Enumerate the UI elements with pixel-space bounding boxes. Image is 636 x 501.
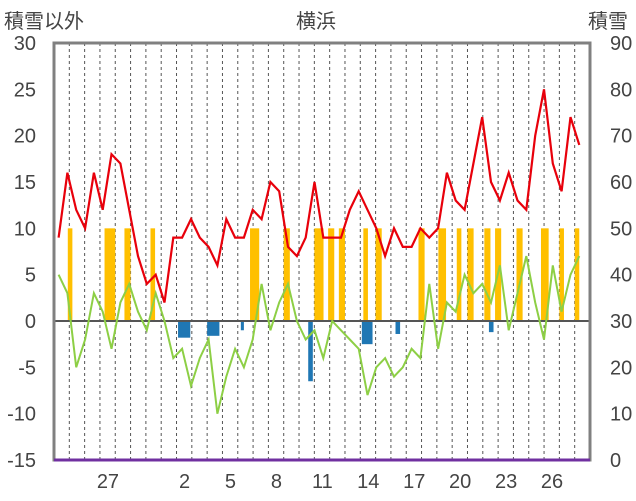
chart-title: 横浜 <box>296 9 336 33</box>
y-left-tick-label: 30 <box>14 33 36 55</box>
y-right-tick-label: 50 <box>610 218 632 240</box>
y-left-tick-label: -15 <box>7 450 36 472</box>
y-right-tick-label: 0 <box>610 450 621 472</box>
snow-bar-yellow <box>283 228 290 321</box>
snow-bar-blue <box>361 321 373 345</box>
x-tick-label: 2 <box>179 471 190 493</box>
y-right-tick-label: 80 <box>610 79 632 101</box>
snow-bar-yellow <box>250 228 260 321</box>
left-axis-title: 積雪以外 <box>4 9 84 33</box>
y-left-tick-label: 0 <box>25 311 36 333</box>
snow-bar-yellow <box>467 228 474 321</box>
x-tick-label: 27 <box>97 471 119 493</box>
snow-bar-yellow <box>104 228 116 321</box>
y-left-tick-label: 20 <box>14 126 36 148</box>
y-left-tick-label: -10 <box>7 404 36 426</box>
snow-bar-blue <box>240 321 244 331</box>
y-right-tick-label: 30 <box>610 311 632 333</box>
snow-bar-yellow <box>328 228 335 321</box>
snow-bar-yellow <box>484 228 491 321</box>
snow-bar-yellow <box>338 228 345 321</box>
x-tick-label: 26 <box>541 471 563 493</box>
right-axis-title: 積雪 <box>588 9 628 33</box>
snow-bar-yellow <box>438 228 447 321</box>
y-left-tick-label: 25 <box>14 79 36 101</box>
snow-bar-yellow <box>418 228 425 321</box>
x-tick-label: 14 <box>357 471 379 493</box>
snow-bar-blue <box>308 321 313 382</box>
snow-bar-yellow <box>375 228 382 321</box>
y-right-tick-label: 70 <box>610 126 632 148</box>
x-tick-label: 17 <box>403 471 425 493</box>
x-tick-label: 5 <box>225 471 236 493</box>
y-right-tick-label: 60 <box>610 172 632 194</box>
x-tick-label: 23 <box>495 471 517 493</box>
snow-bar-yellow <box>150 228 156 321</box>
snow-bar-blue <box>207 321 220 336</box>
snow-bar-yellow <box>574 228 580 321</box>
y-right-tick-label: 20 <box>610 357 632 379</box>
y-left-tick-label: 15 <box>14 172 36 194</box>
y-right-tick-label: 40 <box>610 265 632 287</box>
y-right-tick-label: 10 <box>610 404 632 426</box>
snow-bar-yellow <box>124 228 131 321</box>
x-tick-label: 11 <box>312 471 333 493</box>
x-tick-label: 20 <box>449 471 471 493</box>
snow-bar-blue <box>488 321 494 333</box>
snow-bar-blue <box>178 321 191 338</box>
snow-bar-yellow <box>456 228 462 321</box>
snow-bar-yellow <box>516 228 523 321</box>
series-line-red <box>57 89 581 303</box>
snow-bar-blue <box>395 321 401 334</box>
series-line-green <box>57 255 581 414</box>
snow-bar-yellow <box>540 228 549 321</box>
y-left-tick-label: -5 <box>18 357 36 379</box>
y-left-tick-label: 5 <box>25 265 36 287</box>
snow-bar-yellow <box>314 228 324 321</box>
snow-bar-yellow <box>559 228 564 321</box>
y-right-tick-label: 90 <box>610 33 632 55</box>
y-left-tick-label: 10 <box>14 218 36 240</box>
x-tick-label: 8 <box>271 471 282 493</box>
snow-bar-yellow <box>363 228 368 321</box>
snow-bar-yellow <box>67 228 73 321</box>
